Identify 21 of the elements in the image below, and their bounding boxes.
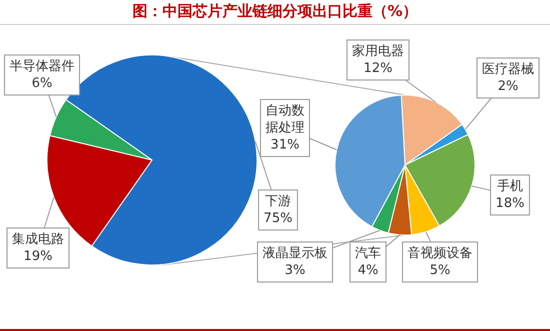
chart-title: 图：中国芯片产业链细分项出口比重（%） bbox=[0, 2, 550, 25]
slice-label: 液晶显示板 bbox=[262, 246, 328, 261]
slice-label: 音视频设备 bbox=[408, 246, 472, 261]
data-label: 19% bbox=[24, 248, 52, 264]
data-label: 6% bbox=[32, 76, 52, 91]
data-label: 12% bbox=[364, 60, 392, 76]
data-label: 4% bbox=[358, 262, 378, 278]
slice-label: 集成电路 bbox=[12, 232, 64, 247]
data-label: 5% bbox=[430, 262, 450, 278]
slice-label: 手机 bbox=[497, 178, 523, 194]
data-label: 3% bbox=[284, 262, 306, 278]
slice-label: 家用电器 bbox=[352, 42, 404, 59]
slice-label: 汽车 bbox=[355, 246, 381, 261]
slice-label: 医疗器械 bbox=[482, 62, 534, 77]
data-label: 18% bbox=[496, 196, 524, 211]
slice-label: 自动数据处理 bbox=[266, 103, 304, 136]
slice-label: 半导体器件 bbox=[10, 58, 74, 74]
data-label: 31% bbox=[270, 137, 300, 152]
slice-label: 下游 bbox=[265, 194, 291, 209]
data-label: 2% bbox=[498, 78, 518, 94]
data-label: 75% bbox=[264, 210, 292, 226]
